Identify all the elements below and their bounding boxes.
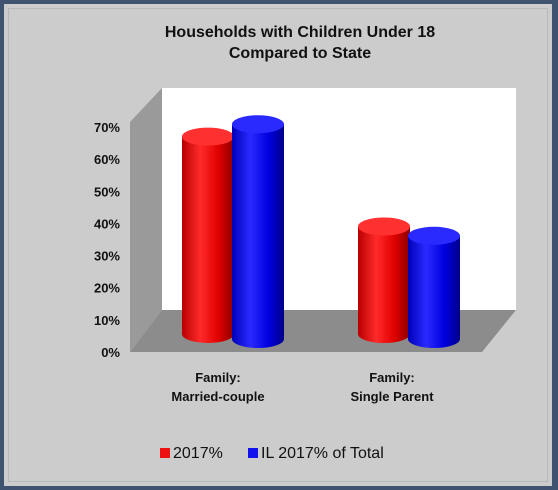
chart-title-line-1: Households with Children Under 18 <box>165 24 435 41</box>
bar-body <box>358 226 410 343</box>
y-tick-label: 60% <box>94 152 120 167</box>
chart-title-line-2: Compared to State <box>229 45 371 62</box>
chart-side-wall <box>130 88 162 352</box>
legend-swatch-il-2017 <box>248 448 258 458</box>
y-tick-label: 40% <box>94 216 120 231</box>
x-tick-label-married-line2: Married-couple <box>171 389 264 404</box>
x-tick-label-single-line1: Family: <box>369 370 415 385</box>
bar-series <box>182 115 460 348</box>
x-tick-label-single-line2: Single Parent <box>350 389 434 404</box>
y-tick-label: 10% <box>94 313 120 328</box>
bar-top <box>232 115 284 134</box>
bar-cylinder <box>182 127 234 343</box>
y-tick-label: 70% <box>94 120 120 135</box>
y-tick-label: 0% <box>101 345 120 360</box>
bar-cylinder <box>232 115 284 348</box>
bar-top <box>358 217 410 236</box>
y-tick-label: 30% <box>94 249 120 264</box>
bar-cylinder <box>358 217 410 343</box>
bar-body <box>232 124 284 348</box>
y-tick-label: 50% <box>94 184 120 199</box>
legend-label-2017: 2017% <box>173 445 223 462</box>
x-tick-label-married-line1: Family: <box>195 370 241 385</box>
legend-label-il-2017: IL 2017% of Total <box>261 445 384 462</box>
legend-swatch-2017 <box>160 448 170 458</box>
y-tick-label: 20% <box>94 281 120 296</box>
bar-body <box>182 136 234 343</box>
bar-top <box>408 226 460 245</box>
bar-body <box>408 235 460 348</box>
y-axis-ticks: 0% 10% 20% 30% 40% 50% 60% 70% <box>94 120 120 360</box>
bar-cylinder <box>408 226 460 348</box>
bar-top <box>182 127 234 146</box>
